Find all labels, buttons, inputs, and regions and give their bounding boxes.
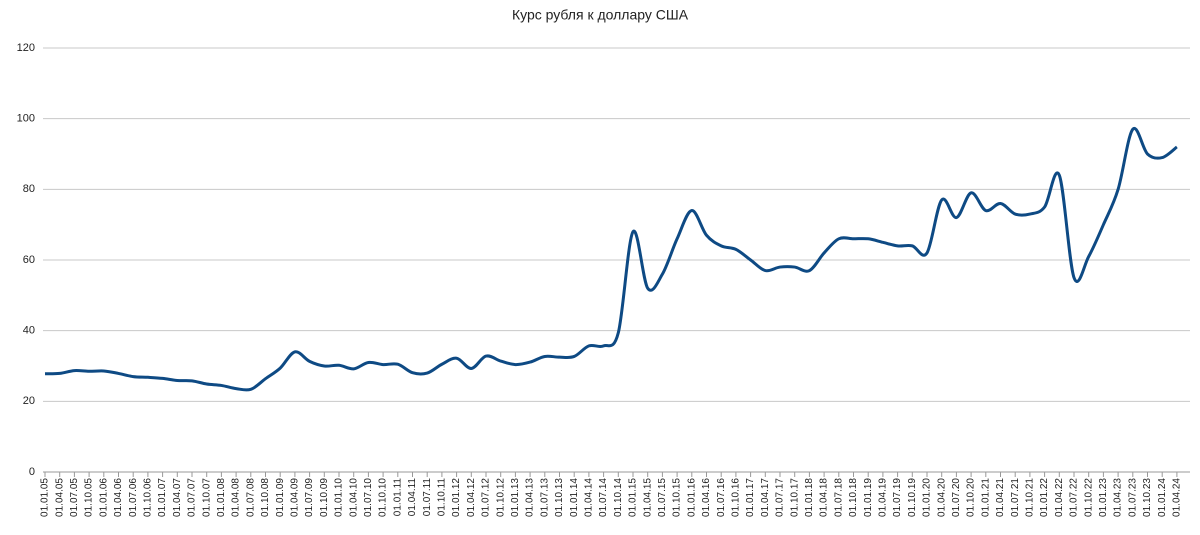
x-tick-label: 01.10.13 [554,478,565,517]
y-tick-label: 40 [23,325,35,337]
x-tick-label: 01.04.20 [936,478,947,517]
x-tick-label: 01.10.05 [84,478,95,517]
x-tick-label: 01.01.24 [1157,478,1168,517]
x-tick-label: 01.07.05 [69,478,80,517]
x-tick-label: 01.10.10 [378,478,389,517]
x-tick-label: 01.10.21 [1025,478,1036,517]
x-tick-label: 01.07.06 [128,478,139,517]
y-tick-label: 120 [17,42,35,54]
x-tick-label: 01.04.08 [231,478,242,517]
x-tick-label: 01.01.20 [922,478,933,517]
x-tick-label: 01.07.14 [598,478,609,517]
x-tick-label: 01.10.18 [848,478,859,517]
x-tick-label: 01.01.09 [275,478,286,517]
x-tick-label: 01.07.11 [422,478,433,517]
x-tick-label: 01.10.15 [672,478,683,517]
x-tick-label: 01.07.23 [1127,478,1138,517]
x-tick-label: 01.10.06 [143,478,154,517]
x-tick-label: 01.07.17 [775,478,786,517]
x-tick-label: 01.01.19 [863,478,874,517]
x-tick-label: 01.01.23 [1098,478,1109,517]
x-tick-label: 01.07.07 [187,478,198,517]
x-tick-label: 01.04.19 [878,478,889,517]
x-tick-label: 01.10.07 [201,478,212,517]
x-tick-label: 01.01.08 [216,478,227,517]
x-tick-label: 01.04.24 [1172,478,1183,517]
x-tick-label: 01.04.17 [760,478,771,517]
x-tick-label: 01.10.17 [789,478,800,517]
x-tick-label: 01.07.21 [1010,478,1021,517]
x-tick-label: 01.01.06 [98,478,109,517]
x-tick-label: 01.01.10 [334,478,345,517]
x-tick-label: 01.01.16 [686,478,697,517]
x-tick-label: 01.07.19 [892,478,903,517]
x-tick-label: 01.04.15 [642,478,653,517]
x-tick-label: 01.04.13 [525,478,536,517]
x-tick-label: 01.07.15 [657,478,668,517]
x-tick-label: 01.04.23 [1113,478,1124,517]
chart-title: Курс рубля к доллару США [512,7,689,23]
x-tick-label: 01.04.22 [1054,478,1065,517]
x-tick-label: 01.01.18 [804,478,815,517]
x-tick-label: 01.07.16 [716,478,727,517]
y-tick-label: 20 [23,395,35,407]
x-tick-label: 01.07.08 [245,478,256,517]
x-tick-label: 01.04.21 [995,478,1006,517]
y-tick-label: 80 [23,183,35,195]
x-tick-label: 01.10.19 [907,478,918,517]
x-tick-label: 01.07.09 [304,478,315,517]
x-tick-label: 01.04.12 [466,478,477,517]
x-tick-label: 01.01.13 [510,478,521,517]
x-tick-label: 01.10.08 [260,478,271,517]
x-tick-label: 01.01.17 [745,478,756,517]
x-tick-label: 01.01.15 [628,478,639,517]
x-tick-label: 01.07.22 [1069,478,1080,517]
x-tick-label: 01.01.21 [980,478,991,517]
x-tick-label: 01.07.20 [951,478,962,517]
x-tick-label: 01.10.22 [1083,478,1094,517]
x-tick-label: 01.04.10 [348,478,359,517]
y-tick-label: 100 [17,113,35,125]
x-tick-label: 01.07.18 [833,478,844,517]
x-tick-label: 01.04.07 [172,478,183,517]
x-tick-label: 01.01.11 [392,478,403,517]
x-tick-label: 01.01.12 [451,478,462,517]
x-tick-label: 01.04.11 [407,478,418,517]
y-tick-label: 60 [23,254,35,266]
x-tick-label: 01.10.11 [437,478,448,517]
x-tick-label: 01.01.14 [569,478,580,517]
x-tick-label: 01.01.22 [1039,478,1050,517]
x-tick-label: 01.10.14 [613,478,624,517]
x-tick-label: 01.10.20 [966,478,977,517]
x-tick-label: 01.01.07 [157,478,168,517]
x-tick-label: 01.07.10 [363,478,374,517]
line-series [44,126,1178,392]
y-tick-label: 0 [29,466,35,478]
x-tick-label: 01.10.23 [1142,478,1153,517]
x-tick-label: 01.04.16 [701,478,712,517]
x-tick-label: 01.07.13 [539,478,550,517]
x-tick-label: 01.07.12 [481,478,492,517]
x-tick-label: 01.10.16 [731,478,742,517]
x-tick-label: 01.04.05 [54,478,65,517]
x-tick-label: 01.01.05 [40,478,51,517]
x-tick-label: 01.04.09 [290,478,301,517]
x-tick-label: 01.04.14 [584,478,595,517]
x-tick-label: 01.10.09 [319,478,330,517]
x-tick-label: 01.04.06 [113,478,124,517]
x-tick-label: 01.04.18 [819,478,830,517]
x-tick-label: 01.10.12 [495,478,506,517]
